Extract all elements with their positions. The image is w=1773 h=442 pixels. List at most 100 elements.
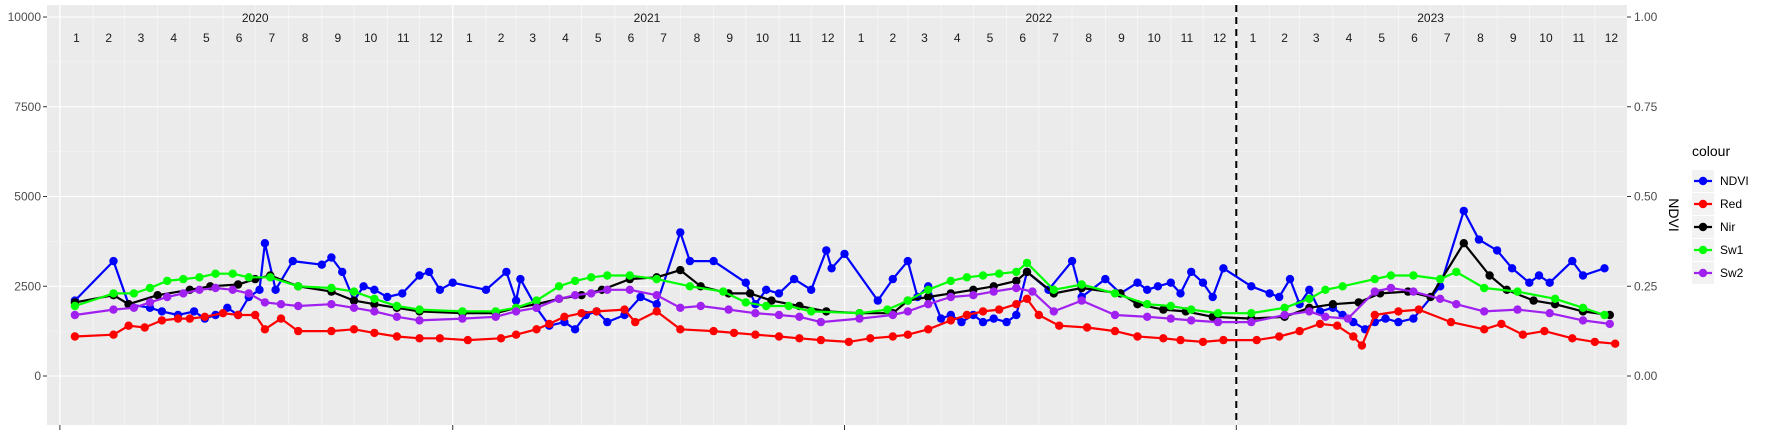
data-point-sw2 (1480, 307, 1489, 316)
data-point-ndvi (1394, 317, 1403, 327)
data-point-sw1 (1321, 285, 1330, 294)
data-point-red (294, 326, 303, 336)
month-label: 3 (138, 31, 145, 45)
data-point-ndvi (1275, 292, 1284, 302)
data-point-ndvi (516, 274, 525, 284)
data-point-sw2 (795, 312, 804, 321)
data-point-red (370, 328, 379, 338)
data-point-sw1 (415, 305, 424, 314)
data-point-red (511, 330, 521, 339)
data-point-sw1 (70, 301, 80, 311)
month-label: 10 (756, 31, 770, 45)
month-label: 7 (660, 31, 667, 45)
data-point-sw1 (978, 271, 988, 280)
data-point-sw1 (1247, 309, 1256, 318)
data-point-sw2 (1452, 300, 1461, 309)
data-point-ndvi (338, 267, 347, 277)
data-point-sw2 (511, 307, 521, 316)
month-label: 1 (858, 31, 865, 45)
data-point-ndvi (1285, 274, 1295, 284)
data-point-ndvi (157, 307, 167, 316)
data-point-sw2 (1012, 283, 1021, 293)
data-point-red (888, 332, 897, 341)
data-point-ndvi (317, 260, 326, 269)
data-point-ndvi (511, 296, 521, 305)
data-point-ndvi (676, 228, 685, 237)
data-point-ndvi (1507, 264, 1517, 273)
data-point-sw1 (903, 296, 912, 305)
data-point-sw1 (266, 273, 275, 282)
y-tick-label-right: 0.50 (1634, 190, 1658, 204)
data-point-red (173, 314, 183, 323)
data-point-ndvi (840, 249, 849, 259)
data-point-nir (676, 265, 685, 275)
data-point-sw2 (1578, 316, 1588, 325)
data-point-red (276, 314, 286, 323)
data-point-red (1333, 321, 1342, 330)
data-point-sw2 (532, 303, 541, 312)
data-point-sw1 (1143, 300, 1152, 309)
data-point-ndvi (1247, 282, 1256, 291)
data-point-ndvi (1534, 271, 1544, 280)
month-label: 12 (821, 31, 835, 45)
data-point-sw1 (1110, 289, 1120, 298)
data-point-sw2 (228, 285, 237, 294)
month-label: 2 (105, 31, 112, 45)
data-point-sw2 (109, 305, 118, 314)
month-label: 3 (921, 31, 928, 45)
data-point-sw1 (1370, 274, 1380, 284)
data-point-nir (1459, 239, 1469, 248)
data-point-sw1 (741, 298, 750, 307)
month-label: 10 (364, 31, 378, 45)
data-point-red (994, 305, 1004, 314)
data-point-red (140, 323, 149, 332)
data-point-sw2 (1305, 307, 1314, 316)
data-point-ndvi (1208, 292, 1217, 302)
data-point-sw2 (587, 289, 596, 298)
month-label: 3 (1313, 31, 1320, 45)
data-point-sw2 (969, 291, 978, 300)
legend-key-point-red (1698, 199, 1708, 209)
data-point-red (652, 307, 661, 316)
data-point-nir (1159, 305, 1168, 314)
data-point-sw1 (1280, 303, 1289, 312)
data-point-red (592, 307, 601, 316)
data-point-nir (1529, 296, 1538, 305)
data-point-ndvi (570, 325, 580, 334)
data-point-sw1 (1213, 309, 1223, 318)
month-label: 1 (1250, 31, 1257, 45)
data-point-sw2 (260, 298, 270, 307)
data-point-red (1480, 325, 1489, 334)
data-point-ndvi (989, 314, 998, 323)
data-point-red (1611, 339, 1620, 348)
data-point-red (1110, 326, 1120, 336)
data-point-sw2 (1321, 312, 1330, 321)
data-point-sw2 (676, 303, 685, 312)
data-point-sw2 (751, 309, 760, 318)
data-point-sw1 (244, 273, 253, 282)
data-point-ndvi (398, 289, 407, 298)
data-point-ndvi (189, 307, 199, 316)
data-point-sw1 (570, 276, 580, 286)
legend: colour NDVI Red Nir Sw1 Sw2 (1692, 143, 1749, 284)
data-point-sw1 (1305, 294, 1314, 303)
y-tick-label-right: 0.00 (1634, 369, 1658, 383)
data-point-sw2 (816, 317, 826, 327)
data-point-ndvi (327, 253, 336, 262)
data-point-ndvi (255, 285, 264, 294)
data-point-sw1 (458, 307, 467, 316)
legend-title: colour (1692, 143, 1730, 159)
month-label: 6 (628, 31, 635, 45)
data-point-sw1 (924, 285, 933, 294)
month-label: 2 (889, 31, 896, 45)
data-point-sw1 (1386, 271, 1396, 280)
month-label: 3 (529, 31, 536, 45)
data-point-sw2 (327, 300, 336, 309)
data-point-ndvi (1198, 278, 1208, 287)
data-point-red (1414, 305, 1424, 314)
data-point-sw2 (554, 294, 564, 303)
month-label: 2 (1281, 31, 1288, 45)
data-point-sw1 (1513, 287, 1522, 296)
data-point-ndvi (502, 267, 511, 277)
data-point-red (392, 332, 402, 341)
